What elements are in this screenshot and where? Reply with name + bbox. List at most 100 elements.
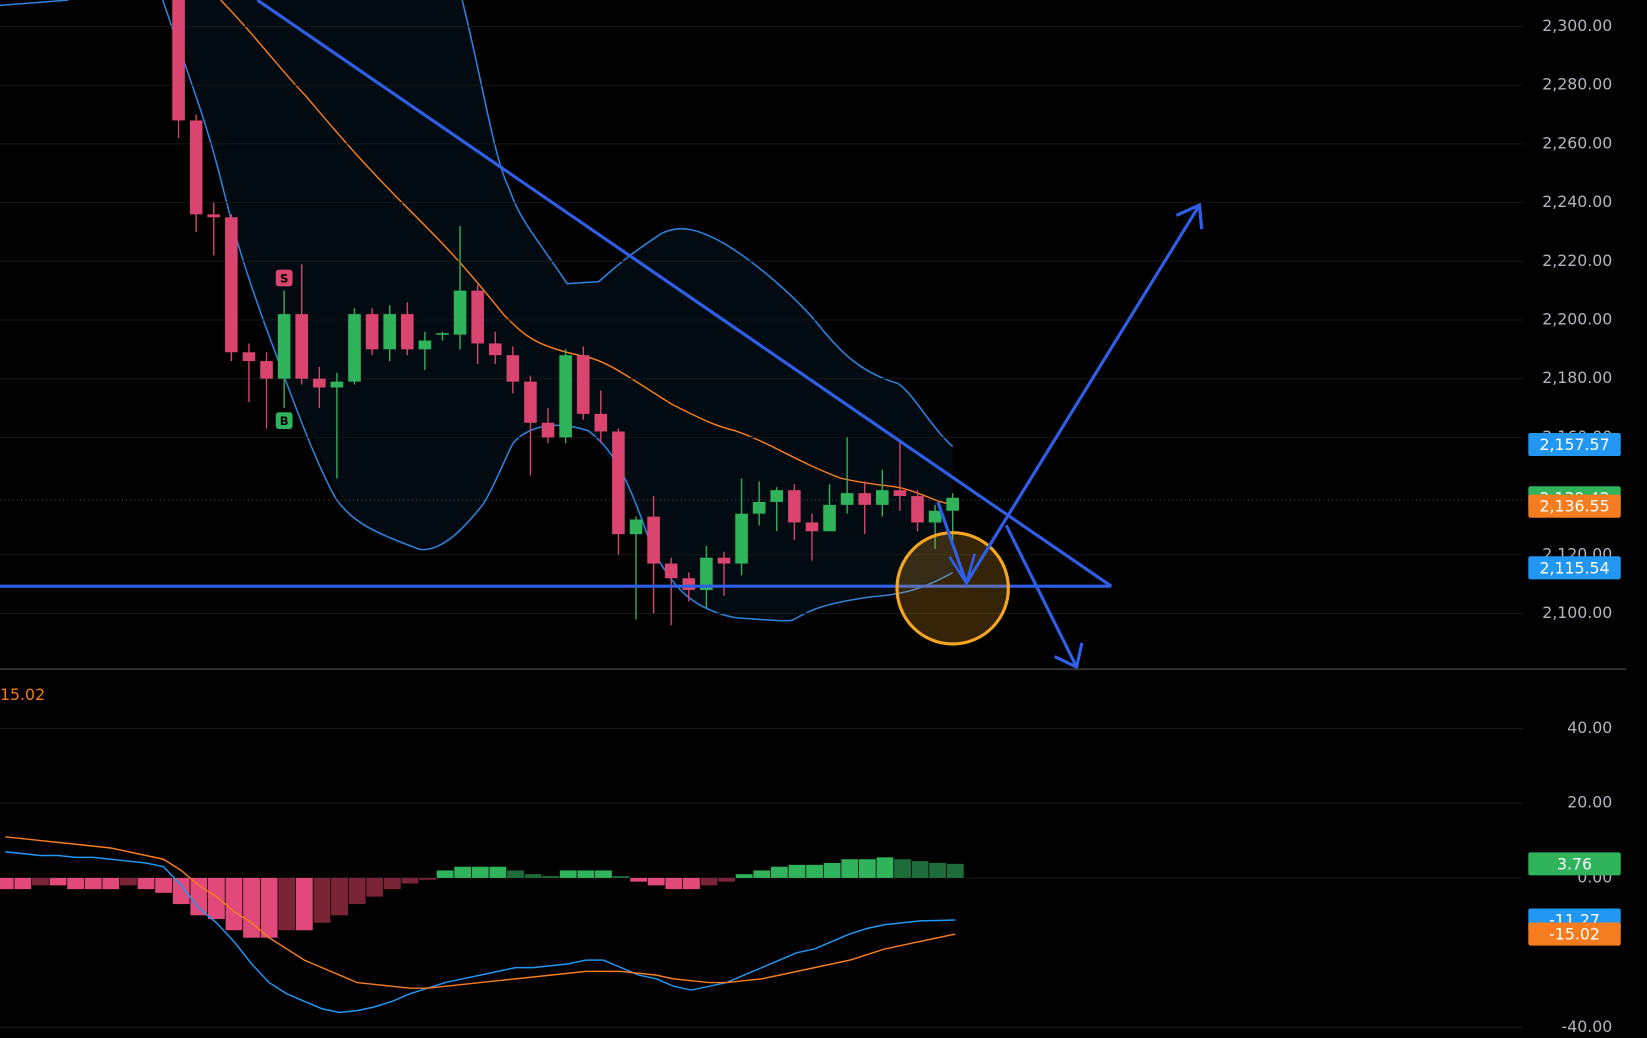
indicator-line xyxy=(5,851,956,1014)
candle-body xyxy=(348,314,361,382)
candle-body xyxy=(805,522,819,532)
candle-body xyxy=(840,493,854,505)
candle-body xyxy=(700,557,713,590)
histogram-bar xyxy=(595,870,612,878)
arrow-down2-head xyxy=(1053,642,1084,670)
histogram-bar xyxy=(454,866,472,878)
grid xyxy=(0,25,1524,1028)
y-tick-label: 2,220.00 xyxy=(1542,251,1612,270)
signal-badge xyxy=(275,269,293,287)
y-tick-label: -40.00 xyxy=(1562,1017,1613,1036)
candle-body xyxy=(911,496,924,523)
histogram-bar xyxy=(753,870,771,878)
y-tick-label: 40.00 xyxy=(1567,718,1612,737)
candle-body xyxy=(172,0,185,121)
histogram-bar xyxy=(401,877,419,884)
arrow-down xyxy=(1004,524,1079,668)
histogram-bar xyxy=(260,877,278,938)
candle-body xyxy=(260,361,273,379)
candle-body xyxy=(647,516,660,564)
candle-body xyxy=(189,120,203,215)
y-tick-label: 2,240.00 xyxy=(1542,192,1612,211)
candle-body xyxy=(594,413,608,432)
arrow-down-head xyxy=(948,553,977,587)
histogram-bar xyxy=(14,877,32,890)
histogram-bar xyxy=(700,877,718,886)
highlight-circle xyxy=(895,531,1010,646)
histogram-bar xyxy=(929,862,947,878)
histogram-bar xyxy=(295,877,313,931)
marks: SB xyxy=(0,0,964,1014)
histogram-bar xyxy=(331,877,348,916)
candle-body xyxy=(277,314,291,379)
candle-body xyxy=(876,490,889,505)
candle-body xyxy=(946,497,959,511)
price-tag-label: 2,136.55 xyxy=(1539,497,1609,516)
histogram-bar xyxy=(207,877,225,920)
candle-body xyxy=(295,314,309,379)
histogram-bar xyxy=(471,866,489,878)
price-tag xyxy=(1528,852,1621,876)
histogram-bar xyxy=(0,877,14,890)
indicator-label: 15.02 xyxy=(0,685,45,704)
histogram-bar xyxy=(383,877,401,890)
price-tag xyxy=(1528,922,1621,946)
histogram-bar xyxy=(823,862,841,878)
upper-band xyxy=(461,0,954,448)
histogram-bar xyxy=(436,870,454,878)
histogram-bar xyxy=(683,877,700,890)
candle-body xyxy=(735,513,748,564)
candle-body xyxy=(471,290,484,344)
drawings xyxy=(0,0,1626,670)
band-remnant xyxy=(0,0,69,7)
histogram-bar xyxy=(366,877,384,897)
candle-body xyxy=(893,490,907,497)
trend-line xyxy=(256,0,1113,588)
price-tag-label: -15.02 xyxy=(1549,925,1600,944)
histogram-bar xyxy=(348,877,366,905)
histogram-bar xyxy=(559,870,577,878)
signal-badge xyxy=(275,412,293,430)
indicator-line xyxy=(5,836,956,989)
histogram-bar xyxy=(155,877,173,893)
histogram-bar xyxy=(612,876,630,878)
arrow-up-head xyxy=(1175,202,1204,230)
histogram-bar xyxy=(630,877,648,882)
histogram-bar xyxy=(313,877,331,923)
histogram-bar xyxy=(806,864,823,878)
candle-body xyxy=(770,490,784,502)
histogram-bar xyxy=(665,877,683,890)
price-tag xyxy=(1528,494,1621,518)
candle-body xyxy=(629,519,643,535)
y-tick-label: 2,280.00 xyxy=(1542,75,1612,94)
candle-body xyxy=(207,214,221,218)
candle-body xyxy=(383,314,396,350)
candle-body xyxy=(242,352,256,362)
histogram-bar xyxy=(32,877,49,886)
histogram-bar xyxy=(647,877,665,886)
histogram-bar xyxy=(507,870,524,878)
band-fill xyxy=(173,0,953,619)
y-tick-label: 2,260.00 xyxy=(1542,133,1612,152)
candle-body xyxy=(576,355,590,414)
y-tick-label: 2,300.00 xyxy=(1542,16,1612,35)
signal-label: B xyxy=(280,414,289,428)
histogram-bar xyxy=(876,857,894,878)
price-tag xyxy=(1528,556,1621,580)
histogram-bar xyxy=(102,877,120,890)
price-tag xyxy=(1528,432,1621,457)
candle-body xyxy=(752,501,766,514)
histogram-bar xyxy=(67,877,85,890)
candle-body xyxy=(717,557,731,564)
histogram-bar xyxy=(894,859,911,878)
candle-body xyxy=(418,340,432,350)
candle-body xyxy=(506,355,520,382)
histogram-bar xyxy=(190,877,208,916)
candle-body xyxy=(788,490,801,523)
histogram-bar xyxy=(858,859,876,878)
overlays xyxy=(0,0,1524,622)
candle-body xyxy=(682,578,696,590)
histogram-bar xyxy=(542,876,560,878)
